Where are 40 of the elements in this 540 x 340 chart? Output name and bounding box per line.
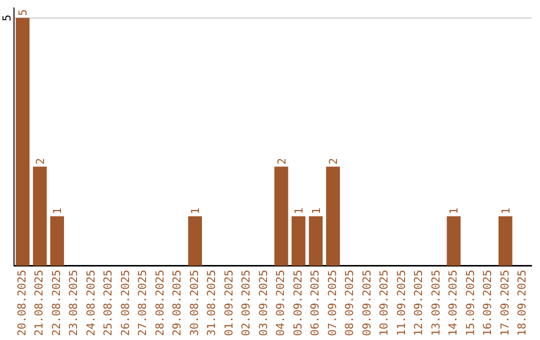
x-tick-label: 23.08.2025 [67,270,80,336]
data-label: 1 [51,208,64,214]
x-tick-label: 07.09.2025 [326,270,339,336]
data-label: 1 [292,208,306,214]
x-tick-label: 12.09.2025 [412,270,426,336]
x-tick-label: 06.09.2025 [308,270,322,336]
x-tick-label: 20.08.2025 [15,270,28,336]
x-tick-label: 27.08.2025 [136,270,150,336]
data-label: 1 [310,208,323,214]
x-tick-label: 31.08.2025 [205,270,218,336]
x-tick-label: 16.09.2025 [481,270,494,336]
data-label: 1 [448,208,461,214]
x-tick-label: 01.09.2025 [222,270,236,336]
data-label: 5 [0,14,14,22]
data-label: 2 [275,158,288,165]
x-tick-label: 30.08.2025 [188,270,201,336]
x-tick-label: 08.09.2025 [343,270,356,336]
x-tick-label: 28.08.2025 [153,270,166,336]
x-tick-label: 18.09.2025 [516,270,529,336]
x-tick-label: 22.08.2025 [50,270,63,336]
x-tick-label: 11.09.2025 [394,270,408,336]
x-tick-label: 09.09.2025 [360,270,374,336]
x-tick-label: 04.09.2025 [274,270,288,336]
x-tick-label: 10.09.2025 [378,270,391,336]
data-label: 2 [326,158,340,165]
data-label: 2 [34,158,47,165]
x-tick-label: 25.08.2025 [102,270,115,336]
data-label: 1 [499,208,512,214]
x-tick-label: 17.09.2025 [498,270,512,336]
x-tick-label: 13.09.2025 [429,270,442,336]
x-tick-label: 14.09.2025 [446,270,460,336]
x-tick-label: 24.08.2025 [84,270,98,336]
x-tick-label: 26.08.2025 [118,270,132,336]
data-label: 1 [189,208,202,214]
x-tick-label: 05.09.2025 [291,270,304,336]
x-tick-label: 03.09.2025 [256,270,270,336]
x-tick-label: 29.08.2025 [170,270,184,336]
x-tick-label: 15.09.2025 [464,270,477,336]
x-tick-label: 21.08.2025 [32,270,46,336]
x-tick-label: 02.09.2025 [240,270,253,336]
